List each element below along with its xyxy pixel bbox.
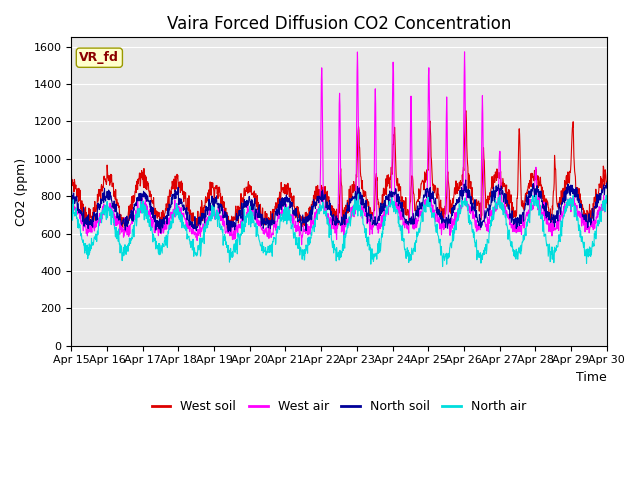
X-axis label: Time: Time [576,371,607,384]
Title: Vaira Forced Diffusion CO2 Concentration: Vaira Forced Diffusion CO2 Concentration [167,15,511,33]
Y-axis label: CO2 (ppm): CO2 (ppm) [15,157,28,226]
Text: VR_fd: VR_fd [79,51,119,64]
Legend: West soil, West air, North soil, North air: West soil, West air, North soil, North a… [147,395,531,418]
